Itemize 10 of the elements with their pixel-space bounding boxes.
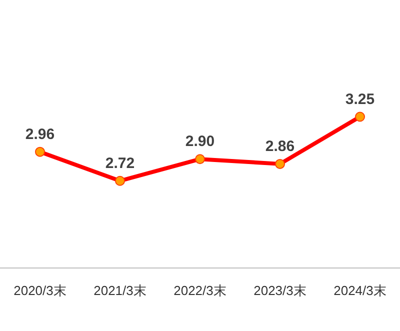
data-label: 2.90 [185, 133, 215, 150]
x-tick-label: 2024/3末 [334, 283, 386, 298]
data-label: 3.25 [345, 90, 375, 108]
x-tick-label: 2022/3末 [174, 283, 226, 298]
data-label: 2.86 [265, 138, 295, 155]
x-tick-label: 2021/3末 [94, 283, 146, 298]
data-label: 2.72 [105, 154, 135, 172]
x-tick-label: 2023/3末 [254, 283, 306, 298]
data-label: 2.96 [25, 126, 55, 143]
x-tick-label: 2020/3末 [14, 283, 66, 298]
